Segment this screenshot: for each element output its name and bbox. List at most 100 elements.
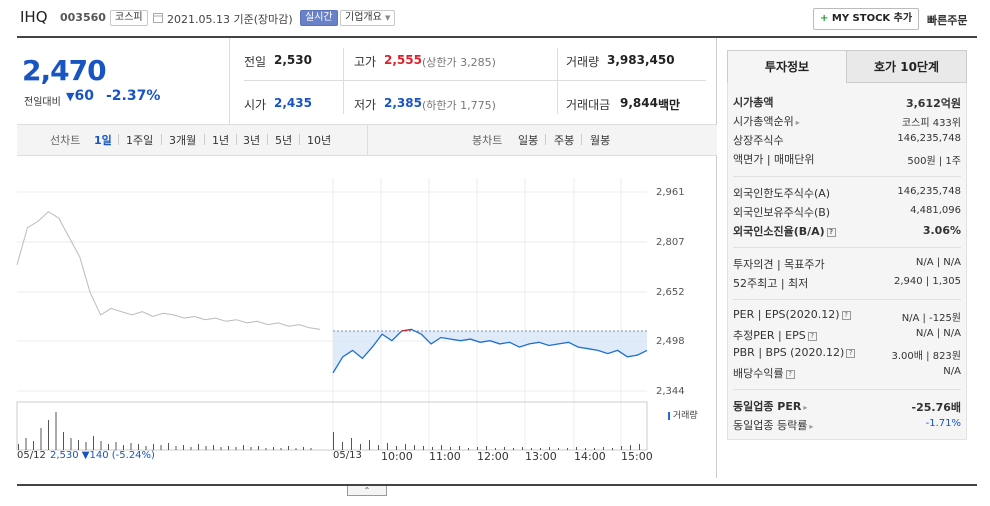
volume-value: 3,983,450	[607, 53, 675, 67]
invest-row-label: 배당수익률?	[733, 365, 795, 381]
volume-bar	[303, 447, 304, 450]
current-price: 2,470	[22, 54, 107, 87]
chevron-right-icon[interactable]: ▸	[809, 422, 814, 431]
volume-bar	[168, 443, 169, 450]
lower-limit: (하한가 1,775)	[422, 99, 496, 112]
info-icon[interactable]: ?	[841, 310, 851, 320]
tab-invest-info[interactable]: 투자정보	[727, 50, 847, 83]
prev-day-summary: 2,530 ▼140 (-5.24%)	[50, 450, 155, 461]
candle-weekly[interactable]: 주봉	[554, 134, 575, 147]
volume-bar	[70, 438, 72, 450]
volume-bar	[213, 445, 214, 450]
amount-value: 9,844	[620, 96, 658, 110]
invest-row-label: 외국인보유주식수(B)	[733, 206, 831, 219]
volume-bar	[387, 443, 388, 450]
volume-bar	[295, 448, 297, 450]
amount-label: 거래대금	[566, 98, 611, 112]
invest-panel	[727, 50, 967, 440]
invest-row-value: -25.76배	[911, 401, 961, 414]
realtime-badge[interactable]: 실시간	[300, 10, 338, 26]
period-1y[interactable]: 1년	[212, 134, 230, 147]
y-tick: 2,344	[656, 386, 685, 397]
volume-bar	[258, 446, 259, 450]
candle-chart-label: 봉차트	[472, 134, 503, 147]
x-tick: 10:00	[381, 450, 413, 463]
info-icon[interactable]: ?	[807, 331, 817, 341]
plus-icon: +	[820, 13, 829, 24]
invest-row-label: 시가총액	[733, 96, 774, 109]
volume-bar	[40, 428, 42, 450]
volume-bar	[432, 447, 433, 450]
invest-row-label: 시가총액순위 ▸	[733, 115, 800, 128]
today-line	[332, 328, 648, 374]
invest-section-divider	[733, 299, 961, 300]
info-icon[interactable]: ?	[826, 227, 836, 237]
stats-divider	[244, 80, 706, 81]
x-tick: 11:00	[429, 450, 461, 463]
change-percent: -2.37%	[106, 88, 161, 104]
volume-bar	[100, 441, 102, 450]
volume-bar	[33, 441, 34, 450]
invest-row-label: 추정PER | EPS?	[733, 327, 817, 343]
volume-bar	[504, 447, 505, 450]
info-icon[interactable]: ?	[785, 369, 795, 379]
open-label: 시가	[244, 98, 267, 112]
chevron-right-icon[interactable]: ▸	[803, 403, 808, 412]
change-label: 전일대비	[24, 97, 61, 108]
period-3y[interactable]: 3년	[243, 134, 261, 147]
collapse-chart-button[interactable]: ⌃	[347, 486, 387, 496]
invest-row-label: 동일업종 PER ▸	[733, 400, 808, 413]
volume-bar	[441, 445, 442, 450]
period-1d[interactable]: 1일	[94, 134, 112, 147]
volume-bar	[423, 446, 424, 450]
prev-close-label: 전일	[244, 55, 267, 69]
tab-orderbook[interactable]: 호가 10단계	[847, 50, 967, 83]
invest-section-divider	[733, 389, 961, 390]
invest-row-value: N/A | -125원	[901, 313, 961, 324]
volume-bar	[351, 438, 352, 450]
price-chart[interactable]	[0, 0, 716, 480]
chevron-right-icon[interactable]: ▸	[795, 118, 800, 127]
volume-bar	[459, 446, 460, 450]
low-value: 2,385	[384, 96, 422, 110]
x-tick: 15:00	[621, 450, 653, 463]
invest-row-label: 외국인소진율(B/A)?	[733, 223, 836, 239]
period-10y[interactable]: 10년	[307, 134, 332, 147]
invest-row-value: N/A	[943, 366, 961, 377]
candle-daily[interactable]: 일봉	[518, 134, 539, 147]
volume-bar	[108, 444, 109, 450]
chevron-down-icon: ▼	[385, 14, 391, 22]
volume-bar	[477, 447, 478, 450]
volume-legend: 거래량	[668, 408, 698, 421]
quick-order-link[interactable]: 빠른주문	[927, 14, 968, 27]
info-icon[interactable]: ?	[846, 348, 856, 358]
prev-day-line	[16, 211, 321, 330]
y-tick: 2,807	[656, 237, 685, 248]
prev-day-label: 05/12	[17, 450, 46, 461]
upper-limit: (상한가 3,285)	[422, 56, 496, 69]
volume-bar	[265, 448, 267, 450]
my-stock-add-button[interactable]: + MY STOCK 추가	[813, 8, 920, 30]
company-overview-button[interactable]: 기업개요 ▼	[340, 10, 396, 26]
volume-bar	[198, 444, 199, 450]
volume-bars	[18, 412, 640, 450]
volume-bar	[531, 448, 532, 450]
y-tick: 2,961	[656, 187, 685, 198]
invest-row-label: PBR | BPS (2020.12)?	[733, 346, 856, 359]
prev-close-value: 2,530	[274, 53, 312, 67]
y-tick: 2,652	[656, 287, 685, 298]
invest-row-value: 146,235,748	[897, 186, 961, 197]
volume-bar	[495, 448, 496, 450]
volume-bar	[288, 446, 289, 450]
period-3m[interactable]: 3개월	[169, 134, 197, 147]
period-1w[interactable]: 1주일	[126, 134, 154, 147]
invest-row-label: 상장주식수	[733, 134, 784, 147]
invest-row-value: 3,612억원	[905, 97, 961, 110]
chart-grid	[17, 178, 647, 450]
candle-monthly[interactable]: 월봉	[590, 134, 611, 147]
period-5y[interactable]: 5년	[275, 134, 293, 147]
invest-row-label: 액면가 | 매매단위	[733, 153, 815, 166]
invest-row-value: N/A | N/A	[915, 328, 961, 339]
date-text: 2021.05.13 기준(장마감)	[167, 13, 293, 26]
volume-bar	[468, 448, 469, 450]
